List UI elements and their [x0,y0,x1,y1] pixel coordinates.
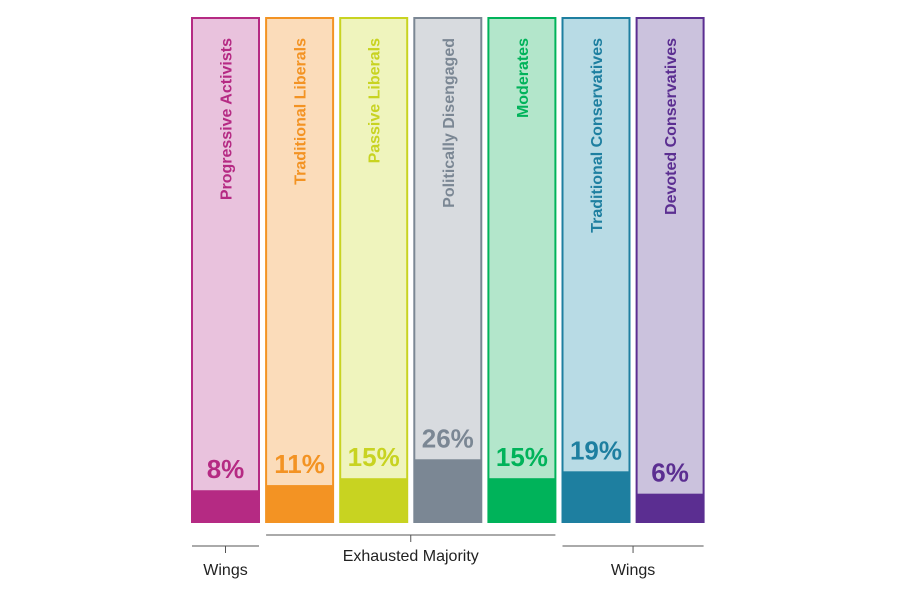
bar [636,493,704,522]
data-label: 15% [348,442,400,472]
bar-background [339,17,409,523]
bar [266,485,334,522]
bar [488,478,556,522]
data-label: 26% [422,423,474,453]
category-label: Politically Disengaged [441,38,458,208]
bar-background [413,17,483,523]
bars-group: 8% Progressive Activists 11% Traditional Li… [191,17,705,523]
category-label: Traditional Liberals [293,38,310,185]
group-brackets: Wings Exhausted Majority Wings [192,534,704,579]
category-label: Passive Liberals [367,38,384,164]
bar-background [191,17,260,523]
group-label: Wings [611,562,655,579]
data-label: 19% [570,435,622,465]
category-label: Progressive Activists [219,38,236,200]
data-label: 6% [651,458,689,488]
data-label: 15% [496,442,548,472]
category-label: Moderates [515,38,532,118]
category-label: Traditional Conservatives [589,38,606,233]
data-label: 11% [274,449,325,479]
group-label: Wings [203,562,247,579]
bar [414,459,482,522]
bar-background [265,17,335,523]
group-label: Exhausted Majority [343,548,479,565]
bar [192,490,259,522]
bar [562,471,630,522]
bar [340,478,408,522]
data-label: 8% [207,454,245,484]
bar-background [561,17,631,523]
category-label: Devoted Conservatives [663,38,680,215]
